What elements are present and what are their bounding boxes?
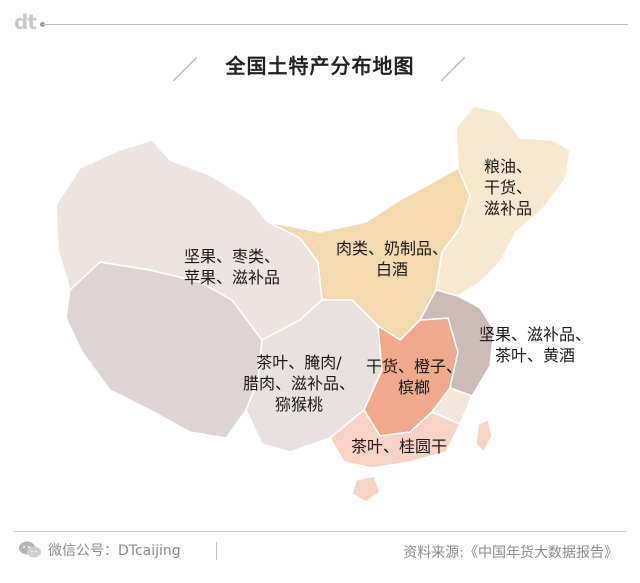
- label-east: 坚果、滋补品、 茶叶、黄酒: [478, 325, 591, 365]
- dt-logo: dt: [14, 10, 37, 34]
- island-hainan: [351, 475, 381, 503]
- wechat-icon: [19, 541, 41, 558]
- top-bar: dt: [0, 0, 640, 48]
- label-central: 干货、橙子、 槟榔: [365, 357, 462, 397]
- island-taiwan: [475, 419, 493, 453]
- label-south: 茶叶、桂圆干: [350, 437, 447, 456]
- header-divider: [42, 24, 628, 25]
- label-southwest: 茶叶、腌肉/腊肉、滋补品、 猕猴桃: [242, 353, 355, 414]
- map-title: 全国土特产分布地图: [225, 54, 415, 78]
- footer-wechat: 微信公号：DTcaijing: [18, 540, 181, 560]
- source-note: 资料来源:《中国年货大数据报告》: [403, 545, 618, 561]
- region-south: [329, 409, 461, 469]
- label-northwest: 坚果、枣类、 苹果、滋补品: [183, 247, 280, 287]
- footer-divider: [14, 531, 626, 532]
- label-northeast: 粮油、 干货、 滋补品: [484, 157, 533, 218]
- title-slash-right: ／: [440, 56, 467, 86]
- label-north: 肉类、奶制品、 白酒: [335, 239, 448, 279]
- footer-separator: [216, 542, 217, 560]
- wechat-label: 微信公号：DTcaijing: [48, 543, 181, 559]
- title-slash-left: ／: [172, 56, 199, 86]
- region-northeast: [435, 105, 571, 297]
- title-wrap: 全国土特产分布地图: [0, 50, 640, 79]
